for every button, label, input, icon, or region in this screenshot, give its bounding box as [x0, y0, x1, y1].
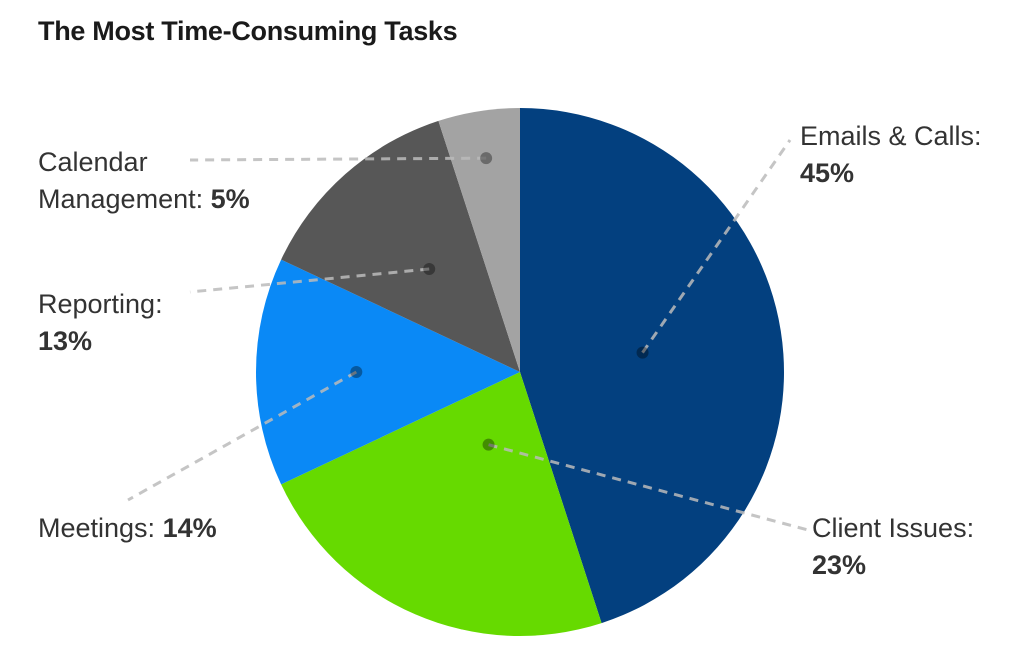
label-reporting-name: Reporting:: [38, 289, 163, 319]
leader-line-client-issues: [488, 443, 809, 532]
leader-dot-emails-calls: [636, 346, 649, 359]
label-calendar-management-name-1: Calendar: [38, 147, 148, 177]
leader-line-emails-calls: [641, 139, 792, 354]
leader-line-meetings: [127, 370, 358, 502]
label-meetings-value: 14%: [162, 513, 217, 543]
slice-meetings: [256, 259, 520, 485]
leader-line-reporting: [189, 267, 430, 294]
leader-dot-reporting: [423, 263, 436, 276]
label-client-issues: Client Issues: 23%: [812, 510, 974, 584]
label-emails-calls-name: Emails & Calls:: [800, 121, 982, 151]
slice-reporting: [281, 120, 520, 372]
chart-title: The Most Time-Consuming Tasks: [38, 16, 458, 46]
label-client-issues-value: 23%: [812, 550, 867, 580]
label-reporting-value: 13%: [38, 326, 93, 356]
label-calendar-management-value: 5%: [210, 184, 250, 214]
label-client-issues-name: Client Issues:: [812, 513, 975, 543]
label-emails-calls-value: 45%: [800, 158, 855, 188]
slice-emails-calls: [520, 108, 784, 624]
label-calendar-management: Calendar Management: 5%: [38, 144, 250, 218]
label-reporting: Reporting: 13%: [38, 286, 163, 360]
leader-line-calendar-management: [189, 156, 487, 162]
leader-dot-client-issues: [482, 438, 495, 451]
label-emails-calls: Emails & Calls: 45%: [800, 118, 982, 192]
slice-calendar-management: [438, 108, 520, 372]
label-meetings-name: Meetings:: [38, 513, 156, 543]
leader-dot-meetings: [350, 366, 363, 378]
slice-client-issues: [281, 372, 602, 636]
leader-dot-calendar-management: [480, 152, 493, 165]
label-meetings: Meetings: 14%: [38, 510, 217, 547]
label-calendar-management-name-2: Management:: [38, 184, 204, 214]
